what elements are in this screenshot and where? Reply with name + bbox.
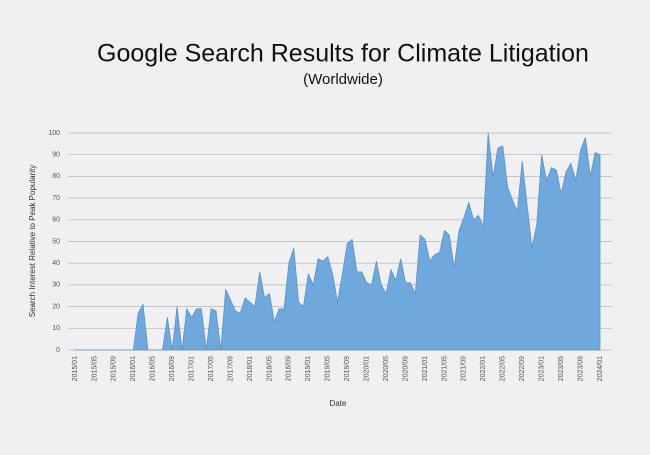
x-tick-label: 2016/01 [130, 356, 137, 381]
y-tick-label: 80 [52, 173, 60, 180]
x-tick-label: 2022/05 [500, 356, 507, 381]
y-tick-label: 40 [52, 260, 60, 267]
x-tick-label: 2020/05 [383, 356, 390, 381]
x-tick-label: 2019/01 [305, 356, 312, 381]
x-tick-label: 2023/09 [577, 356, 584, 381]
area [75, 132, 601, 351]
x-tick-label: 2021/09 [461, 356, 468, 381]
y-tick-label: 30 [52, 282, 60, 289]
x-tick-label: 2018/01 [247, 356, 254, 381]
y-axis-label: Search Interest Relative to Peak Popular… [28, 165, 37, 318]
x-tick-label: 2021/01 [422, 356, 429, 381]
y-tick-label: 100 [48, 130, 60, 137]
y-tick-label: 10 [52, 325, 60, 332]
x-tick-label: 2021/05 [441, 356, 448, 381]
x-tick-label: 2024/01 [597, 356, 604, 381]
x-tick-label: 2018/09 [286, 356, 293, 381]
y-tick-label: 70 [52, 195, 60, 202]
x-tick-label: 2020/09 [402, 356, 409, 381]
x-tick-label: 2017/05 [208, 356, 215, 381]
x-tick-label: 2016/09 [169, 356, 176, 381]
x-axis-label: Date [330, 399, 347, 408]
y-tick-label: 90 [52, 152, 60, 159]
x-tick-label: 2017/09 [227, 356, 234, 381]
x-tick-label: 2015/01 [72, 356, 79, 381]
chart-title: Google Search Results for Climate Litiga… [97, 40, 589, 68]
y-tick-label: 0 [56, 347, 60, 354]
y-tick-label: 50 [52, 238, 60, 245]
x-tick-label: 2023/05 [558, 356, 565, 381]
x-tick-label: 2018/05 [266, 356, 273, 381]
x-tick-label: 2019/05 [325, 356, 332, 381]
x-tick-label: 2016/05 [150, 356, 157, 381]
x-tick-label: 2020/01 [364, 356, 371, 381]
x-tick-label: 2017/01 [189, 356, 196, 381]
chart-subtitle: (Worldwide) [303, 71, 383, 88]
x-tick-label: 2015/09 [111, 356, 118, 381]
x-tick-label: 2022/01 [480, 356, 487, 381]
x-tick-label: 2023/01 [539, 356, 546, 381]
y-tick-label: 60 [52, 217, 60, 224]
x-tick-label: 2019/09 [344, 356, 351, 381]
x-tick-label: 2015/05 [91, 356, 98, 381]
x-tick-label: 2022/09 [519, 356, 526, 381]
y-tick-label: 20 [52, 303, 60, 310]
